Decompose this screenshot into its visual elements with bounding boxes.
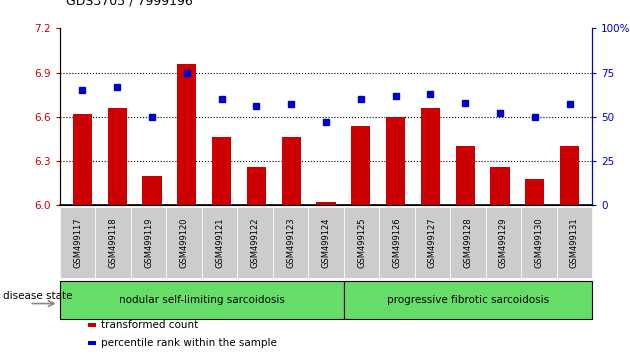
Bar (177, 64, 197, 205)
Text: GSM499121: GSM499121 (215, 217, 224, 268)
Text: percentile rank within the sample: percentile rank within the sample (101, 338, 277, 348)
Bar (316, 202, 336, 205)
Text: GSM499120: GSM499120 (180, 217, 188, 268)
Bar (282, 137, 301, 205)
Bar (386, 117, 405, 205)
Text: GSM499118: GSM499118 (108, 217, 118, 268)
Text: progressive fibrotic sarcoidosis: progressive fibrotic sarcoidosis (387, 295, 549, 305)
Text: nodular self-limiting sarcoidosis: nodular self-limiting sarcoidosis (119, 295, 285, 305)
Bar (490, 167, 510, 205)
Text: GSM499122: GSM499122 (251, 217, 260, 268)
Text: GDS3705 / 7999196: GDS3705 / 7999196 (66, 0, 193, 7)
Bar (352, 126, 370, 205)
Text: GSM499130: GSM499130 (534, 217, 544, 268)
Bar (421, 108, 440, 205)
Text: GSM499117: GSM499117 (73, 217, 82, 268)
Text: GSM499128: GSM499128 (464, 217, 472, 268)
Text: GSM499125: GSM499125 (357, 217, 366, 268)
Bar (212, 137, 231, 205)
Bar (73, 114, 92, 205)
Text: GSM499127: GSM499127 (428, 217, 437, 268)
Text: GSM499129: GSM499129 (499, 217, 508, 268)
Text: transformed count: transformed count (101, 320, 198, 330)
Text: GSM499124: GSM499124 (321, 217, 331, 268)
Text: GSM499131: GSM499131 (570, 217, 579, 268)
Text: disease state: disease state (3, 291, 72, 302)
Bar (108, 108, 127, 205)
Bar (455, 146, 475, 205)
Bar (247, 167, 266, 205)
Text: GSM499126: GSM499126 (392, 217, 401, 268)
Text: GSM499123: GSM499123 (286, 217, 295, 268)
Bar (142, 176, 162, 205)
Bar (560, 146, 579, 205)
Text: GSM499119: GSM499119 (144, 217, 153, 268)
Bar (525, 179, 544, 205)
